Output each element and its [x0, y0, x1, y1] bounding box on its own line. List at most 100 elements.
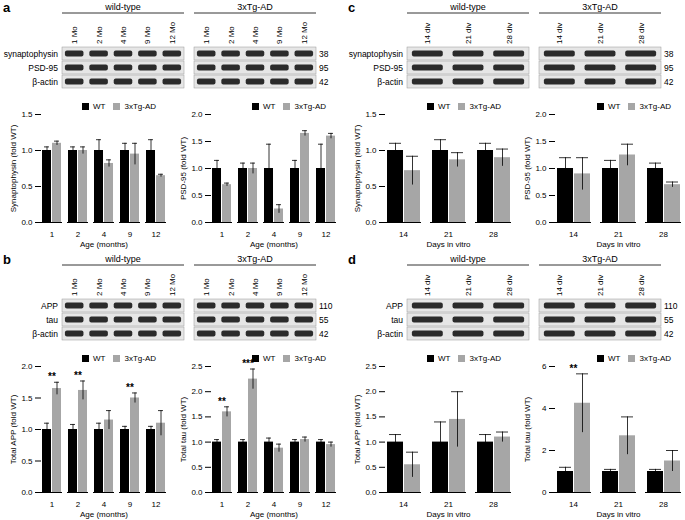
svg-text:synaptophysin: synaptophysin [4, 49, 59, 59]
svg-text:Age (months): Age (months) [80, 240, 128, 249]
svg-text:2 Mo: 2 Mo [227, 278, 236, 296]
svg-text:Age (months): Age (months) [250, 510, 298, 519]
svg-text:Total tau (fold WT): Total tau (fold WT) [179, 396, 188, 462]
svg-text:PSD-95: PSD-95 [373, 63, 403, 73]
svg-text:2: 2 [246, 500, 251, 509]
svg-text:1 Mo: 1 Mo [70, 278, 79, 296]
svg-text:Days in vitro: Days in vitro [596, 240, 641, 249]
svg-text:1 Mo: 1 Mo [70, 26, 79, 44]
svg-text:2: 2 [76, 230, 81, 239]
svg-text:1 Mo: 1 Mo [202, 26, 211, 44]
svg-text:21 div: 21 div [596, 23, 605, 44]
svg-text:0.5: 0.5 [365, 463, 377, 472]
svg-text:9: 9 [298, 500, 303, 509]
svg-text:14 div: 14 div [555, 23, 564, 44]
svg-text:21 div: 21 div [464, 275, 473, 296]
svg-text:tau: tau [391, 315, 403, 325]
svg-text:12: 12 [322, 230, 331, 239]
svg-text:1 Mo: 1 Mo [202, 278, 211, 296]
svg-text:42: 42 [319, 329, 329, 339]
svg-text:2.0: 2.0 [191, 110, 203, 119]
svg-text:wild-type: wild-type [104, 2, 141, 12]
svg-text:6: 6 [542, 362, 547, 371]
svg-text:**: ** [218, 396, 226, 407]
svg-text:1.5: 1.5 [365, 110, 377, 119]
svg-text:0.0: 0.0 [535, 218, 547, 227]
svg-text:12: 12 [322, 500, 331, 509]
svg-text:21: 21 [444, 230, 453, 239]
svg-text:0.5: 0.5 [21, 182, 33, 191]
svg-text:4: 4 [542, 404, 547, 413]
svg-text:12 Mo: 12 Mo [168, 273, 177, 296]
svg-text:28: 28 [489, 500, 498, 509]
svg-text:c: c [348, 0, 355, 15]
svg-text:Age (months): Age (months) [80, 510, 128, 519]
svg-text:wild-type: wild-type [449, 2, 486, 12]
svg-text:2: 2 [246, 230, 251, 239]
svg-text:1.0: 1.0 [191, 438, 203, 447]
svg-text:1.0: 1.0 [365, 146, 377, 155]
svg-text:4 Mo: 4 Mo [119, 278, 128, 296]
svg-text:1: 1 [220, 500, 225, 509]
svg-text:d: d [348, 252, 356, 267]
svg-text:1: 1 [50, 500, 55, 509]
svg-text:2.0: 2.0 [365, 387, 377, 396]
svg-text:28: 28 [659, 500, 668, 509]
svg-text:55: 55 [664, 315, 674, 325]
svg-text:12 Mo: 12 Mo [300, 21, 309, 44]
svg-text:0.5: 0.5 [365, 182, 377, 191]
svg-text:9 Mo: 9 Mo [143, 278, 152, 296]
svg-text:0.5: 0.5 [21, 457, 33, 466]
svg-text:3xTg-AD: 3xTg-AD [582, 2, 618, 12]
svg-text:**: ** [126, 382, 134, 393]
svg-text:55: 55 [319, 315, 329, 325]
svg-text:0: 0 [542, 488, 547, 497]
svg-text:1.0: 1.0 [21, 425, 33, 434]
svg-text:Age (months): Age (months) [250, 240, 298, 249]
svg-text:110: 110 [664, 301, 678, 311]
svg-text:12 Mo: 12 Mo [300, 273, 309, 296]
svg-text:14: 14 [569, 230, 578, 239]
svg-text:9 Mo: 9 Mo [275, 26, 284, 44]
svg-text:1.0: 1.0 [191, 164, 203, 173]
svg-text:14: 14 [569, 500, 578, 509]
svg-text:β-actin: β-actin [32, 77, 58, 87]
svg-text:Total APP (fold WT): Total APP (fold WT) [9, 394, 18, 464]
svg-text:21 div: 21 div [596, 275, 605, 296]
svg-text:95: 95 [319, 63, 329, 73]
svg-text:β-actin: β-actin [377, 329, 403, 339]
svg-text:Days in vitro: Days in vitro [426, 240, 471, 249]
svg-text:Days in vitro: Days in vitro [596, 510, 641, 519]
svg-text:**: ** [48, 371, 56, 382]
svg-text:38: 38 [664, 49, 674, 59]
svg-text:4 Mo: 4 Mo [251, 26, 260, 44]
svg-text:28: 28 [489, 230, 498, 239]
svg-text:tau: tau [46, 315, 58, 325]
svg-text:1.5: 1.5 [365, 412, 377, 421]
svg-text:β-actin: β-actin [32, 329, 58, 339]
svg-text:4 Mo: 4 Mo [251, 278, 260, 296]
svg-text:2.0: 2.0 [535, 110, 547, 119]
svg-text:wild-type: wild-type [449, 254, 486, 264]
svg-text:2 Mo: 2 Mo [95, 26, 104, 44]
svg-text:21: 21 [614, 500, 623, 509]
svg-text:28 div: 28 div [505, 23, 514, 44]
svg-text:Synaptophysin (fold WT): Synaptophysin (fold WT) [353, 124, 362, 212]
svg-text:2: 2 [542, 446, 547, 455]
svg-text:9 Mo: 9 Mo [143, 26, 152, 44]
svg-text:9 Mo: 9 Mo [275, 278, 284, 296]
svg-text:2: 2 [76, 500, 81, 509]
svg-text:4 Mo: 4 Mo [119, 26, 128, 44]
svg-text:1: 1 [220, 230, 225, 239]
svg-text:synaptophysin: synaptophysin [349, 49, 404, 59]
svg-text:b: b [3, 252, 11, 267]
svg-text:9: 9 [128, 500, 133, 509]
svg-text:0.0: 0.0 [21, 488, 33, 497]
svg-text:21: 21 [614, 230, 623, 239]
svg-text:28 div: 28 div [637, 23, 646, 44]
svg-text:14: 14 [399, 230, 408, 239]
svg-text:PSD-95: PSD-95 [28, 63, 58, 73]
svg-text:0.0: 0.0 [191, 218, 203, 227]
svg-text:1.5: 1.5 [191, 137, 203, 146]
svg-text:28 div: 28 div [637, 275, 646, 296]
